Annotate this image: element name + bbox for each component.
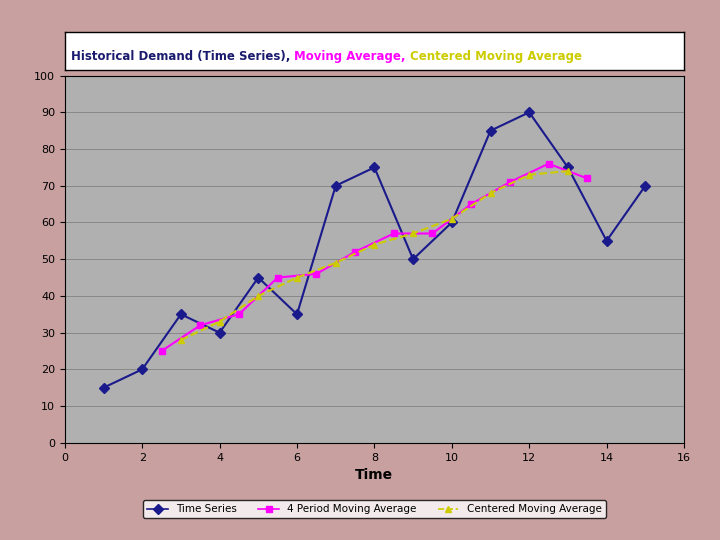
Centered Moving Average xyxy=(254,293,263,299)
Time Series xyxy=(602,238,611,244)
4 Period Moving Average xyxy=(196,322,204,328)
Centered Moving Average xyxy=(215,319,224,325)
Text: Historical Demand (Time Series),: Historical Demand (Time Series), xyxy=(71,50,294,64)
4 Period Moving Average xyxy=(312,271,320,277)
Time Series xyxy=(525,109,534,116)
4 Period Moving Average xyxy=(351,248,359,255)
Time Series xyxy=(176,311,185,318)
Text: Moving Average,: Moving Average, xyxy=(294,50,410,64)
Legend: Time Series, 4 Period Moving Average, Centered Moving Average: Time Series, 4 Period Moving Average, Ce… xyxy=(143,500,606,518)
Time Series xyxy=(215,329,224,336)
Time Series xyxy=(486,127,495,134)
4 Period Moving Average xyxy=(428,230,437,237)
4 Period Moving Average xyxy=(505,179,514,185)
Centered Moving Average xyxy=(292,274,302,281)
Text: Centered Moving Average: Centered Moving Average xyxy=(410,50,582,64)
Line: Centered Moving Average: Centered Moving Average xyxy=(177,167,572,343)
4 Period Moving Average xyxy=(583,175,592,181)
Line: 4 Period Moving Average: 4 Period Moving Average xyxy=(158,160,590,354)
Time Series xyxy=(370,164,379,171)
Time Series xyxy=(292,311,302,318)
Centered Moving Average xyxy=(176,337,185,343)
X-axis label: Time: Time xyxy=(356,468,393,482)
Time Series xyxy=(409,256,418,262)
Time Series xyxy=(331,183,340,189)
Centered Moving Average xyxy=(331,260,340,266)
Time Series xyxy=(448,219,456,226)
Time Series xyxy=(564,164,572,171)
4 Period Moving Average xyxy=(235,311,243,318)
Centered Moving Average xyxy=(409,230,418,237)
4 Period Moving Average xyxy=(157,348,166,354)
Time Series xyxy=(99,384,108,391)
4 Period Moving Average xyxy=(390,230,398,237)
Centered Moving Average xyxy=(448,215,456,222)
4 Period Moving Average xyxy=(274,274,282,281)
Centered Moving Average xyxy=(525,172,534,178)
4 Period Moving Average xyxy=(544,160,553,167)
Centered Moving Average xyxy=(564,168,572,174)
Time Series xyxy=(641,183,649,189)
Line: Time Series: Time Series xyxy=(100,109,649,391)
Centered Moving Average xyxy=(370,241,379,248)
Time Series xyxy=(254,274,263,281)
Centered Moving Average xyxy=(486,190,495,197)
4 Period Moving Average xyxy=(467,201,475,207)
Time Series xyxy=(138,366,147,373)
